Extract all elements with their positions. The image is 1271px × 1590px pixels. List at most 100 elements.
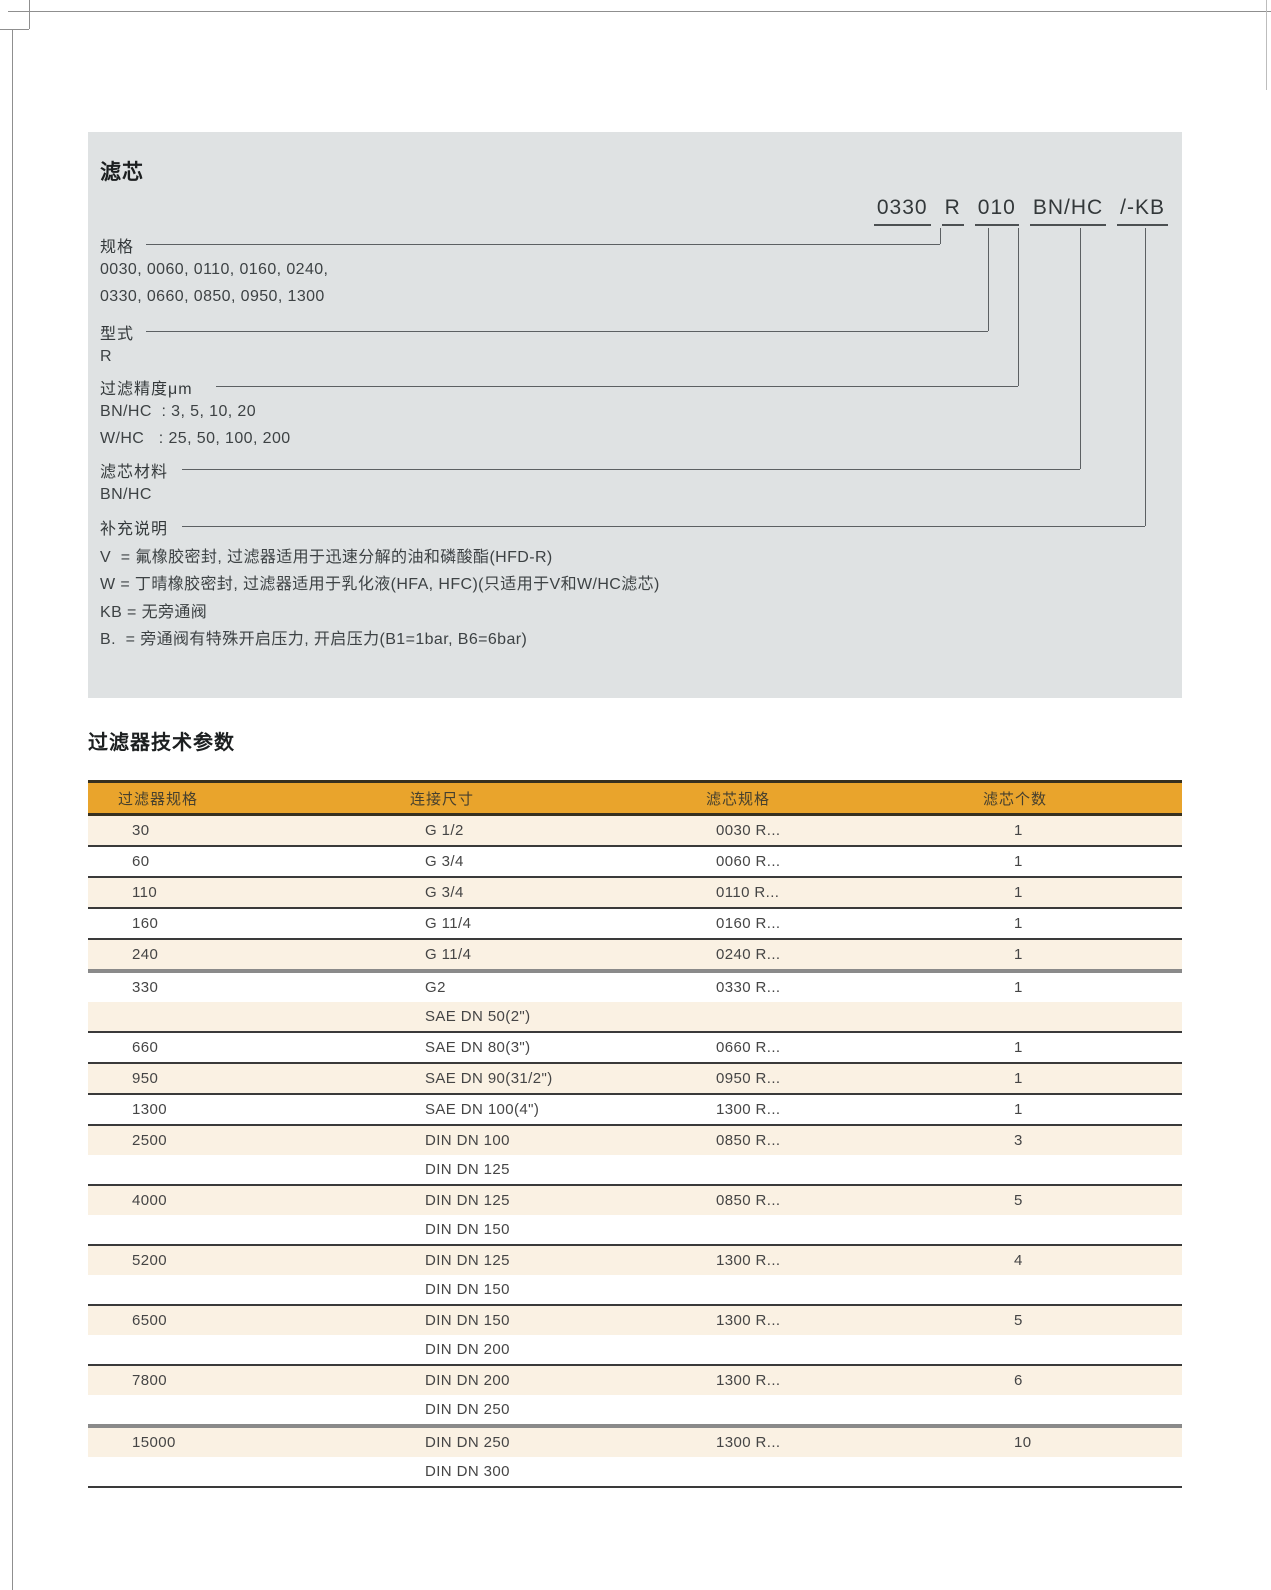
table-cell: G 11/4 (378, 908, 678, 940)
table-cell: 0030 R... (678, 814, 958, 847)
table-cell: 330 (88, 971, 378, 1002)
table-row: 60 G 3/4 0060 R... 1 (88, 846, 1182, 878)
table-cell: G 3/4 (378, 846, 678, 878)
filter-element-panel: 滤芯 0330 R 010 BN/HC /-KB 规格 0030, 0060, … (88, 132, 1182, 698)
table-cell (88, 1155, 378, 1186)
panel-title: 滤芯 (100, 161, 144, 184)
table-cell: 1 (958, 846, 1182, 878)
table-cell: SAE DN 100(4") (378, 1094, 678, 1126)
model-code: 0330 R 010 BN/HC /-KB (873, 196, 1168, 226)
table-cell: 0240 R... (678, 939, 958, 973)
table-cell: 1 (958, 939, 1182, 973)
table-cell: 15000 (88, 1426, 378, 1457)
table-cell: 0160 R... (678, 908, 958, 940)
note-w: W = 丁晴橡胶密封, 过滤器适用于乳化液(HFA, HFC)(只适用于V和W/… (100, 576, 660, 593)
table-cell: 1300 R... (678, 1365, 958, 1395)
table-cell: DIN DN 250 (378, 1395, 678, 1428)
table-row: 160 G 11/4 0160 R... 1 (88, 908, 1182, 940)
table-cell (678, 1335, 958, 1366)
table-row: 950 SAE DN 90(31/2") 0950 R... 1 (88, 1063, 1182, 1095)
table-cell (958, 1155, 1182, 1186)
label-micron: 过滤精度μm (100, 381, 193, 398)
table-cell: DIN DN 200 (378, 1335, 678, 1366)
table-cell: 1300 R... (678, 1245, 958, 1275)
table-cell: 0950 R... (678, 1063, 958, 1095)
table-cell (678, 1002, 958, 1033)
table-cell: 0850 R... (678, 1125, 958, 1155)
table-cell (88, 1215, 378, 1246)
connector-vertical-type (988, 228, 989, 331)
connector-vertical-size (940, 228, 941, 244)
material-value: BN/HC (100, 486, 152, 503)
table-row: 30 G 1/2 0030 R... 1 (88, 814, 1182, 847)
column-header-connection: 连接尺寸 (378, 780, 678, 816)
table-cell: 60 (88, 846, 378, 878)
code-part-micron: 010 (974, 196, 1019, 226)
table-cell: SAE DN 90(31/2") (378, 1063, 678, 1095)
table-cell: 7800 (88, 1365, 378, 1395)
table-cell: G2 (378, 971, 678, 1002)
parameters-table-body: 30 G 1/2 0030 R... 1 60 G 3/4 0060 R... 1 110 G 3… (88, 814, 1182, 1488)
micron-values-whc: W/HC : 25, 50, 100, 200 (100, 430, 291, 447)
table-cell: DIN DN 150 (378, 1215, 678, 1246)
connector-line-type (146, 331, 988, 332)
table-cell: DIN DN 200 (378, 1365, 678, 1395)
code-part-size: 0330 (873, 196, 931, 226)
table-row: SAE DN 50(2") (88, 1002, 1182, 1033)
table-cell: 1 (958, 1032, 1182, 1064)
table-cell: DIN DN 125 (378, 1185, 678, 1215)
table-cell: 240 (88, 939, 378, 973)
connector-vertical-material (1080, 228, 1081, 469)
micron-values-bnhc: BN/HC : 3, 5, 10, 20 (100, 403, 257, 420)
note-b: B. = 旁通阀有特殊开启压力, 开启压力(B1=1bar, B6=6bar) (100, 631, 528, 648)
table-cell (88, 1275, 378, 1306)
table-cell: DIN DN 150 (378, 1275, 678, 1306)
table-cell (958, 1002, 1182, 1033)
table-cell: DIN DN 100 (378, 1125, 678, 1155)
table-cell: 5 (958, 1305, 1182, 1335)
crop-mark-vertical (29, 0, 30, 29)
table-cell: 0330 R... (678, 971, 958, 1002)
table-cell: SAE DN 80(3") (378, 1032, 678, 1064)
note-v: V = 氟橡胶密封, 过滤器适用于迅速分解的油和磷酸酯(HFD-R) (100, 549, 553, 566)
table-cell: 30 (88, 814, 378, 847)
table-cell: 2500 (88, 1125, 378, 1155)
label-size: 规格 (100, 239, 135, 256)
table-cell: 1300 R... (678, 1305, 958, 1335)
table-row: 15000 DIN DN 250 1300 R... 10 (88, 1426, 1182, 1457)
table-cell: 1 (958, 1063, 1182, 1095)
code-part-material: BN/HC (1029, 196, 1107, 226)
table-cell: 6 (958, 1365, 1182, 1395)
table-row: DIN DN 150 (88, 1215, 1182, 1246)
table-cell: 0060 R... (678, 846, 958, 878)
page-frame-top-line (8, 11, 1271, 12)
table-cell: G 11/4 (378, 939, 678, 973)
table-cell: DIN DN 125 (378, 1155, 678, 1186)
table-cell: 6500 (88, 1305, 378, 1335)
table-title: 过滤器技术参数 (88, 732, 235, 754)
table-row: 240 G 11/4 0240 R... 1 (88, 939, 1182, 973)
table-header-row: 过滤器规格 连接尺寸 滤芯规格 滤芯个数 (88, 780, 1182, 816)
table-cell (88, 1002, 378, 1033)
table-row: 6500 DIN DN 150 1300 R... 5 (88, 1305, 1182, 1335)
table-cell: 950 (88, 1063, 378, 1095)
table-cell (678, 1457, 958, 1488)
table-cell: DIN DN 300 (378, 1457, 678, 1488)
table-cell (958, 1275, 1182, 1306)
table-cell: DIN DN 150 (378, 1305, 678, 1335)
table-cell: 160 (88, 908, 378, 940)
connector-line-micron (216, 386, 1018, 387)
table-cell: DIN DN 125 (378, 1245, 678, 1275)
table-cell: DIN DN 250 (378, 1426, 678, 1457)
label-type: 型式 (100, 326, 135, 343)
table-cell (678, 1155, 958, 1186)
crop-mark-horizontal (0, 29, 29, 30)
table-row: 4000 DIN DN 125 0850 R... 5 (88, 1185, 1182, 1215)
column-header-element-count: 滤芯个数 (958, 780, 1182, 816)
table-cell (958, 1395, 1182, 1428)
table-cell: 5200 (88, 1245, 378, 1275)
size-values-line1: 0030, 0060, 0110, 0160, 0240, (100, 261, 329, 278)
code-part-suffix: /-KB (1117, 196, 1168, 226)
page-frame-right-line (1266, 0, 1267, 90)
label-material: 滤芯材料 (100, 464, 169, 481)
